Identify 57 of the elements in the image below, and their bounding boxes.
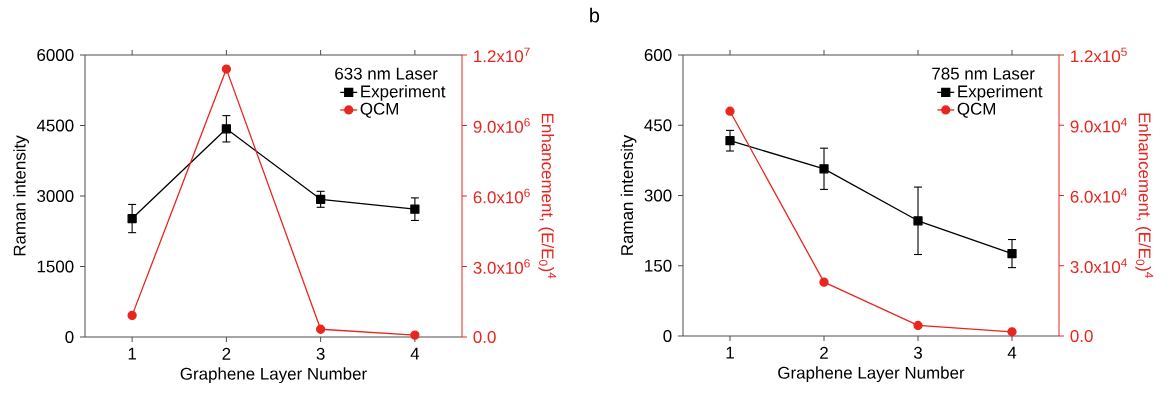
legend-label: Experiment: [958, 84, 1043, 101]
x-tick-label: 3: [913, 346, 922, 359]
point: [410, 204, 420, 214]
y2-tick-label: 3.0x10$^{4}$: [1070, 258, 1127, 274]
point: [725, 136, 735, 146]
point: [1007, 327, 1017, 337]
y2-tick-label: 0.0: [473, 331, 496, 343]
y2-tick-label: 1.2x10$^{7}$: [474, 47, 530, 63]
x-tick-label: 4: [410, 347, 420, 360]
y2-axis-title: Enhancement, (E/E$_{0}$)$^{4}$: [1135, 113, 1154, 278]
point: [725, 106, 735, 116]
point: [1007, 248, 1017, 259]
y2-tick-label: 6.0x10$^{6}$: [473, 188, 530, 204]
x-axis-title: Graphene Layer Number: [180, 367, 367, 384]
point: [819, 277, 829, 287]
y-axis-title: Raman intensity: [13, 135, 29, 256]
point: [221, 64, 232, 74]
legend-label: QCM: [360, 102, 398, 118]
x-tick-label: 2: [820, 346, 828, 359]
legend-title: 785 nm Laser: [932, 67, 1035, 80]
x-tick-label: 3: [316, 347, 325, 360]
y2-tick-label: 0.0: [1070, 330, 1093, 342]
y-axis-title: Raman intensity: [620, 134, 637, 255]
y2-tick-label: 6.0x10$^{4}$: [1070, 188, 1127, 203]
y-tick-label: 0: [663, 330, 672, 342]
x-tick-label: 1: [726, 346, 734, 359]
point: [315, 324, 326, 334]
legend-title: 633 nm Laser: [335, 67, 438, 80]
point: [127, 213, 137, 224]
y-tick-label: 4500: [36, 119, 74, 132]
y-tick-label: 300: [644, 189, 672, 202]
point: [819, 164, 829, 174]
point: [221, 124, 232, 134]
legend-label: Experiment: [361, 85, 446, 101]
y-tick-label: 3000: [37, 190, 74, 202]
y2-tick-label: 9.0x10$^{6}$: [473, 118, 530, 133]
x-axis-title: Graphene Layer Number: [778, 366, 965, 383]
x-tick-label: 4: [1007, 346, 1017, 359]
point: [127, 310, 137, 321]
y2-axis-title: Enhancement, (E/E$_{0}$)$^{4}$: [538, 114, 557, 279]
point: [913, 320, 923, 331]
y-tick-label: 450: [644, 119, 672, 132]
y-tick-label: 6000: [37, 49, 74, 61]
point: [410, 330, 420, 340]
y2-tick-label: 9.0x10$^{4}$: [1070, 117, 1127, 133]
y-tick-label: 0: [65, 331, 74, 343]
y-tick-label: 1500: [37, 260, 74, 273]
text: b: [590, 7, 600, 23]
y2-tick-label: 3.0x10$^{6}$: [473, 259, 530, 274]
y-tick-label: 600: [644, 49, 672, 62]
x-tick-label: 2: [222, 347, 231, 360]
legend-label: QCM: [957, 102, 996, 118]
x-tick-label: 1: [128, 347, 137, 360]
y-tick-label: 150: [645, 259, 672, 272]
point: [315, 194, 326, 204]
y2-tick-label: 1.2x10$^{5}$: [1071, 47, 1127, 63]
point: [913, 216, 923, 226]
